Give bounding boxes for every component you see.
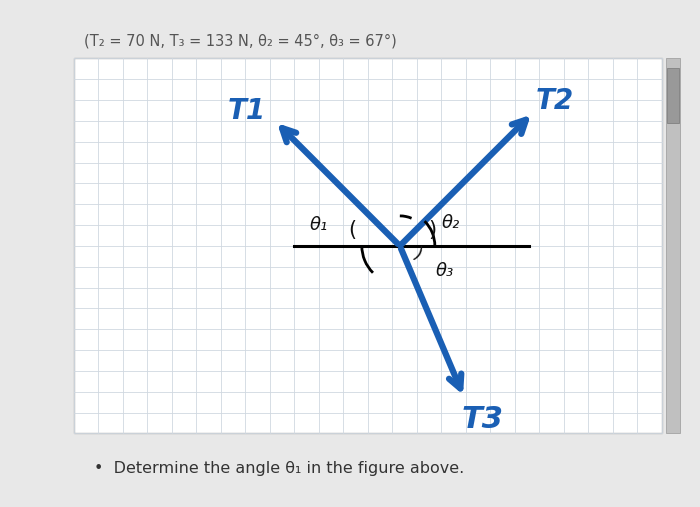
Text: T3: T3 xyxy=(461,405,503,434)
Text: (T₂ = 70 N, T₃ = 133 N, θ₂ = 45°, θ₃ = 67°): (T₂ = 70 N, T₃ = 133 N, θ₂ = 45°, θ₃ = 6… xyxy=(83,33,396,48)
Text: θ₂: θ₂ xyxy=(442,214,460,232)
Text: ): ) xyxy=(410,245,425,264)
Text: (: ( xyxy=(348,220,356,240)
Bar xyxy=(666,68,678,123)
Text: θ₃: θ₃ xyxy=(436,262,454,280)
Bar xyxy=(74,58,662,433)
Text: T1: T1 xyxy=(228,97,266,125)
Text: •  Determine the angle θ₁ in the figure above.: • Determine the angle θ₁ in the figure a… xyxy=(94,461,463,477)
Text: θ₁: θ₁ xyxy=(310,216,328,234)
Text: ): ) xyxy=(428,220,436,240)
Text: T2: T2 xyxy=(536,87,574,115)
Bar xyxy=(666,58,680,433)
